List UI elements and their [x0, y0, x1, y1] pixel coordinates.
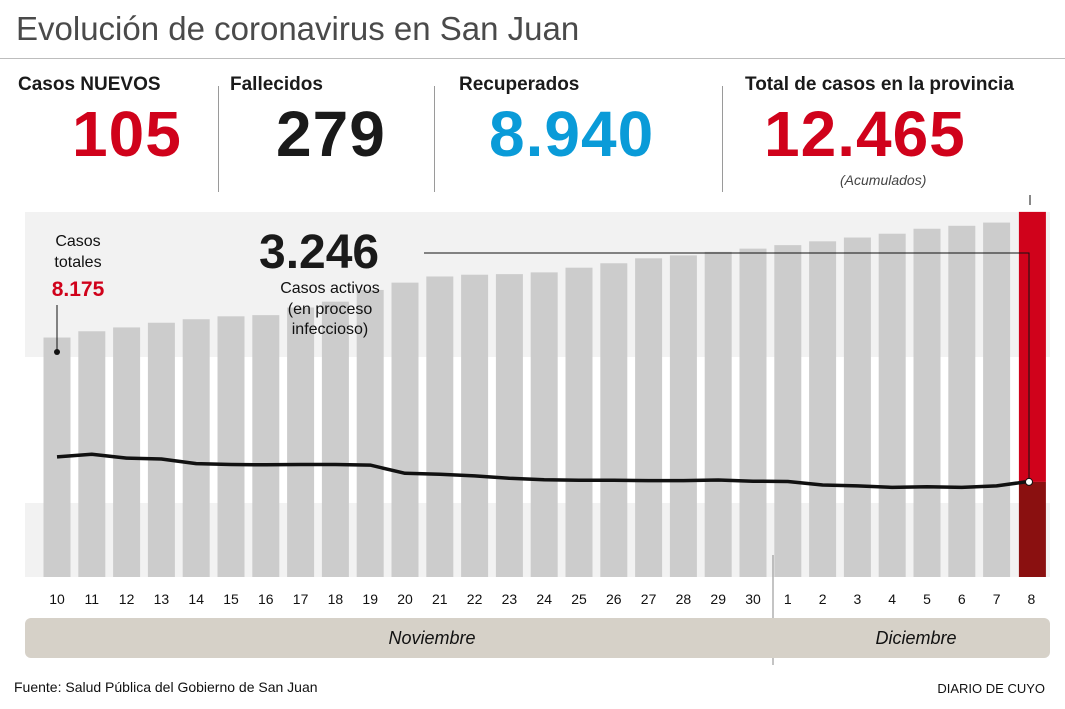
casos-activos-label: (en proceso: [288, 301, 373, 318]
bar: [495, 274, 523, 577]
stat-recuperados-label: Recuperados: [459, 74, 580, 95]
x-tick-label: 26: [606, 591, 622, 607]
casos-totales-label: totales: [54, 254, 101, 271]
x-tick-label: 1: [784, 591, 792, 607]
bar: [147, 322, 175, 577]
bar: [217, 316, 245, 577]
x-tick-label: 30: [745, 591, 761, 607]
source-note: Fuente: Salud Pública del Gobierno de Sa…: [14, 679, 318, 695]
bar-active-highlight: [1018, 481, 1046, 577]
bar: [913, 228, 941, 577]
stat-total-label: Total de casos en la provincia: [745, 74, 1014, 95]
stat-divider: [218, 86, 219, 192]
bar: [739, 248, 767, 577]
x-tick-label: 15: [223, 591, 239, 607]
bar: [113, 327, 141, 577]
x-tick-label: 17: [293, 591, 309, 607]
bar: [356, 289, 384, 577]
stat-divider: [434, 86, 435, 192]
bar-total-highlight: [1018, 211, 1046, 482]
title-divider: [0, 58, 1065, 59]
bar: [182, 319, 210, 577]
bar: [321, 301, 349, 577]
x-tick-label: 13: [154, 591, 170, 607]
x-tick-label: 5: [923, 591, 931, 607]
x-tick-label: 25: [571, 591, 587, 607]
bar: [843, 237, 871, 578]
x-tick-label: 16: [258, 591, 274, 607]
leader-dot: [1025, 477, 1033, 486]
x-tick-label: 29: [710, 591, 726, 607]
stat-fallecidos-label: Fallecidos: [230, 74, 323, 95]
x-tick-label: 23: [502, 591, 518, 607]
x-tick-label: 3: [854, 591, 862, 607]
x-tick-label: 24: [536, 591, 552, 607]
month-diciembre-label: Diciembre: [875, 628, 956, 648]
x-tick-label: 2: [819, 591, 827, 607]
stat-recuperados-value: 8.940: [489, 98, 655, 170]
brand-label: DIARIO DE CUYO: [937, 681, 1045, 696]
x-tick-label: 8: [1028, 591, 1036, 607]
stat-nuevos-label: Casos NUEVOS: [18, 74, 161, 95]
x-tick-label: 20: [397, 591, 413, 607]
bar: [426, 276, 454, 577]
x-tick-label: 4: [888, 591, 896, 607]
stat-total-value: 12.465: [764, 98, 966, 170]
stat-nuevos-value: 105: [72, 98, 182, 170]
bar: [461, 274, 489, 577]
x-tick-label: 7: [993, 591, 1001, 607]
active-cases-line: [56, 452, 1026, 490]
casos-activos-label: Casos activos: [280, 280, 380, 297]
x-tick-label: 6: [958, 591, 966, 607]
bar: [669, 255, 697, 577]
bar: [287, 307, 315, 577]
leader-dot: [54, 349, 60, 355]
bar: [983, 222, 1011, 577]
x-tick-label: 19: [362, 591, 378, 607]
month-band: [25, 618, 1050, 658]
casos-activos-value: 3.246: [259, 226, 379, 279]
x-tick-label: 22: [467, 591, 483, 607]
bar: [809, 241, 837, 577]
stat-fallecidos-value: 279: [276, 98, 386, 170]
x-tick-label: 11: [85, 591, 100, 607]
bar: [948, 225, 976, 577]
bar: [635, 258, 663, 577]
stat-total-note: (Acumulados): [840, 172, 927, 188]
x-tick-label: 14: [188, 591, 204, 607]
bar: [565, 267, 593, 577]
month-noviembre-label: Noviembre: [388, 628, 475, 648]
page-title: Evolución de coronavirus en San Juan: [16, 10, 580, 47]
x-tick-label: 27: [641, 591, 657, 607]
bar: [704, 251, 732, 577]
x-tick-label: 10: [49, 591, 65, 607]
bar: [774, 245, 802, 577]
x-tick-label: 18: [328, 591, 344, 607]
x-tick-label: 28: [676, 591, 692, 607]
bar: [878, 233, 906, 577]
casos-totales-label: Casos: [55, 233, 100, 250]
bar: [391, 282, 419, 577]
cases-chart: 10 11 12 13 14 15 16 17 18 19 20 21 22 23 24 25 26 27 28 29…: [25, 195, 1050, 665]
leader-line: [424, 252, 1030, 482]
bar: [600, 263, 628, 577]
bar: [530, 272, 558, 577]
casos-totales-value: 8.175: [52, 278, 105, 301]
casos-activos-label: infeccioso): [292, 321, 368, 338]
x-tick-label: 12: [119, 591, 135, 607]
x-tick-label: 21: [432, 591, 448, 607]
bar: [252, 315, 280, 577]
stat-divider: [722, 86, 723, 192]
